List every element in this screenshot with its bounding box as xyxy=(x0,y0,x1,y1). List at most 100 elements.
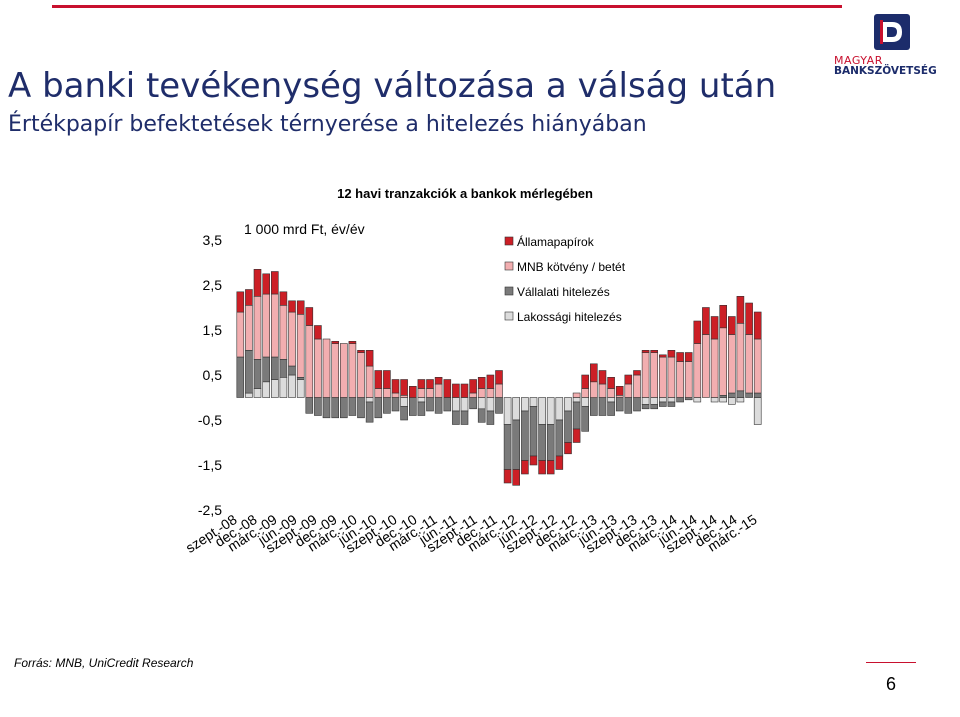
bar-vallalati xyxy=(374,397,383,419)
bar-vallalati xyxy=(443,397,452,412)
page-title: A banki tevékenység változása a válság u… xyxy=(8,66,777,106)
bar-allampapir xyxy=(305,307,314,326)
bar-allampapir xyxy=(624,374,633,385)
bar-mnb xyxy=(262,293,271,358)
bar-allampapir xyxy=(469,379,477,394)
bar-lakossagi xyxy=(400,397,408,407)
bar-vallalati xyxy=(676,397,684,403)
bar-allampapir xyxy=(641,350,650,353)
bar-vallalati xyxy=(400,406,408,421)
bar-lakossagi xyxy=(667,397,676,403)
bar-allampapir xyxy=(236,291,245,313)
bar-allampapir xyxy=(598,370,607,385)
bar-allampapir xyxy=(288,300,296,313)
legend-swatch xyxy=(504,236,514,246)
bar-vallalati xyxy=(477,408,486,423)
y-tick-label: -1,5 xyxy=(198,457,222,473)
bar-vallalati xyxy=(745,392,753,398)
bar-vallalati xyxy=(495,397,503,414)
bar-vallalati xyxy=(736,390,745,398)
bar-mnb xyxy=(245,305,253,351)
bar-allampapir xyxy=(245,289,253,306)
bar-allampapir xyxy=(615,386,624,396)
bar-lakossagi xyxy=(452,397,460,412)
bar-allampapir xyxy=(495,370,503,385)
logo-text-magyar: MAGYAR xyxy=(834,54,883,67)
bar-vallalati xyxy=(633,397,641,412)
bar-vallalati xyxy=(753,392,762,398)
bar-mnb xyxy=(426,388,434,398)
bar-lakossagi xyxy=(581,397,590,407)
bar-vallalati xyxy=(546,424,555,461)
legend-label: Vállalati hitelezés xyxy=(517,285,610,299)
legend-label: Államapapírok xyxy=(517,234,595,249)
bar-mnb xyxy=(374,388,383,398)
bar-lakossagi xyxy=(555,397,564,421)
bar-vallalati xyxy=(529,406,538,457)
bar-allampapir xyxy=(365,350,374,367)
stacked-bar-chart: 12 havi tranzakciók a bankok mérlegében … xyxy=(183,186,762,556)
bar-allampapir xyxy=(650,350,659,353)
bar-mnb xyxy=(598,383,607,398)
bar-allampapir xyxy=(529,455,538,466)
bar-vallalati xyxy=(322,397,331,419)
bar-allampapir xyxy=(460,383,469,398)
bar-vallalati xyxy=(460,410,469,425)
bar-vallalati xyxy=(279,359,288,378)
bar-mnb xyxy=(650,352,659,398)
y-tick-label: -2,5 xyxy=(198,502,222,518)
bar-allampapir xyxy=(727,316,736,335)
bar-allampapir xyxy=(633,370,641,376)
bar-vallalati xyxy=(589,397,598,416)
bar-vallalati xyxy=(598,397,607,416)
bar-mnb xyxy=(745,334,753,394)
bar-vallalati xyxy=(253,359,262,389)
bar-mnb xyxy=(305,325,314,398)
bar-vallalati xyxy=(581,406,590,432)
bar-allampapir xyxy=(443,379,452,398)
legend-swatch xyxy=(504,261,514,271)
bar-vallalati xyxy=(521,410,529,461)
bar-mnb xyxy=(357,352,365,398)
bar-mnb xyxy=(365,365,374,398)
bar-allampapir xyxy=(477,377,486,389)
bar-vallalati xyxy=(434,397,443,414)
bar-allampapir xyxy=(753,311,762,340)
bar-vallalati xyxy=(270,356,279,380)
bar-vallalati xyxy=(684,397,693,401)
bar-vallalati xyxy=(417,401,426,416)
y-axis: 3,5 2,5 1,5 0,5 -0,5 -1,5 -2,5 xyxy=(198,232,222,518)
bar-allampapir xyxy=(564,442,572,455)
bar-mnb xyxy=(633,374,641,398)
bar-vallalati xyxy=(486,410,495,425)
bar-mnb xyxy=(270,293,279,358)
bar-mnb xyxy=(236,311,245,358)
bar-lakossagi xyxy=(564,397,572,412)
bar-allampapir xyxy=(400,379,408,396)
bar-mnb xyxy=(253,296,262,360)
bar-vallalati xyxy=(512,419,521,470)
bar-mnb xyxy=(348,343,357,398)
bar-lakossagi xyxy=(279,377,288,398)
bar-lakossagi xyxy=(538,397,546,425)
bar-mnb xyxy=(710,338,719,398)
bar-allampapir xyxy=(314,325,322,340)
bar-mnb xyxy=(624,383,633,398)
bar-lakossagi xyxy=(641,397,650,405)
bar-lakossagi xyxy=(607,397,615,403)
bar-vallalati xyxy=(296,377,305,380)
page-subtitle: Értékpapír befektetések térnyerése a hit… xyxy=(8,112,647,137)
bar-mnb xyxy=(495,383,503,398)
bar-lakossagi xyxy=(693,397,702,403)
bar-mnb xyxy=(702,334,710,398)
bar-allampapir xyxy=(374,370,383,389)
bar-allampapir xyxy=(434,377,443,385)
bar-allampapir xyxy=(745,302,753,335)
chart-unit-label: 1 000 mrd Ft, év/év xyxy=(244,221,365,237)
legend-label: MNB kötvény / betét xyxy=(517,260,626,274)
legend-swatch xyxy=(504,286,514,296)
bar-lakossagi xyxy=(460,397,469,412)
bar-vallalati xyxy=(624,397,633,414)
bar-mnb xyxy=(339,343,348,398)
bar-allampapir xyxy=(572,428,581,443)
